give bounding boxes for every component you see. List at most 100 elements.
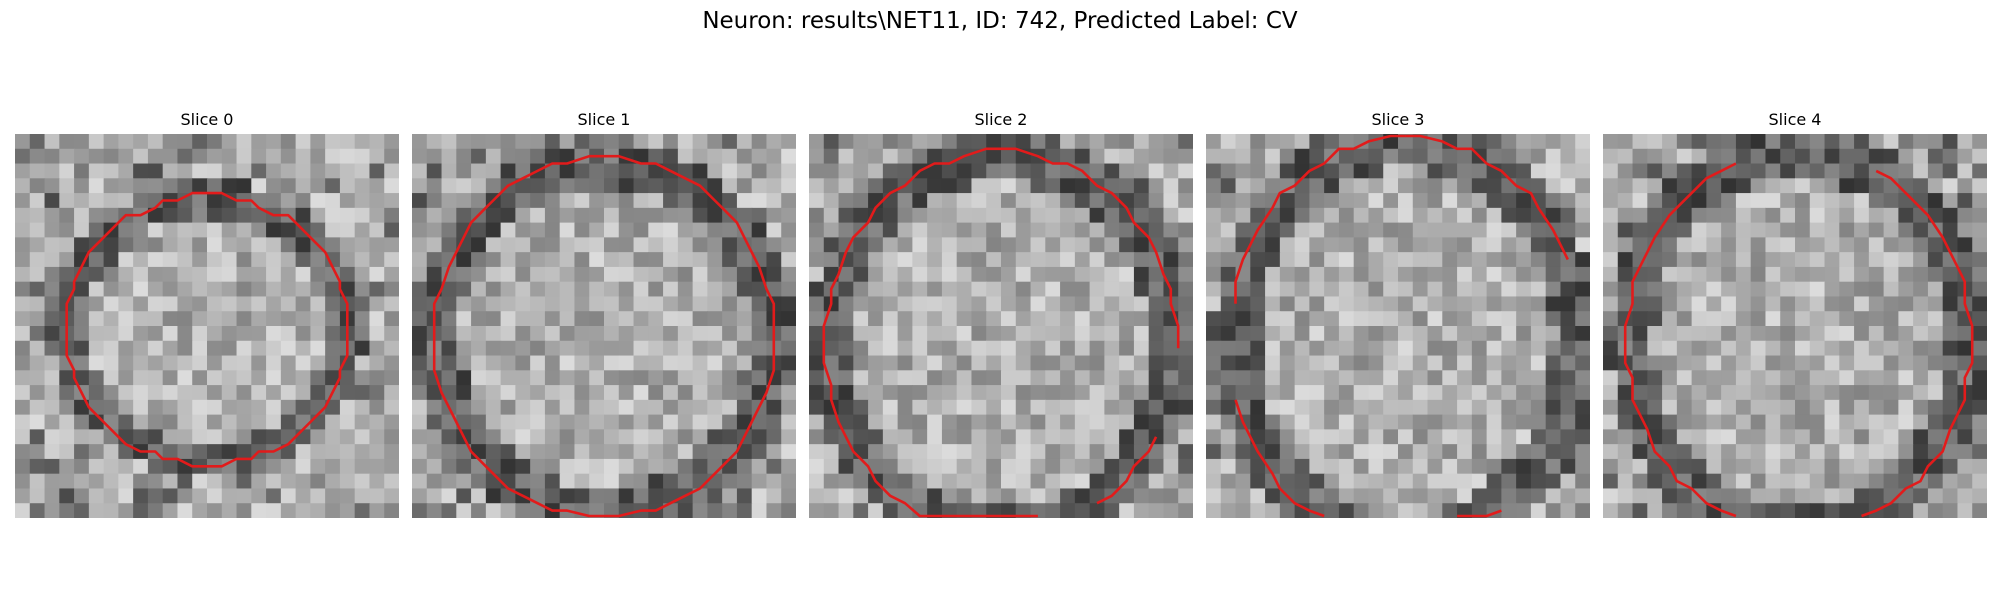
pixel bbox=[781, 444, 796, 460]
pixel bbox=[1324, 473, 1340, 490]
pixel bbox=[1780, 178, 1796, 194]
pixel bbox=[1442, 163, 1458, 179]
pixel bbox=[1972, 193, 1987, 209]
pixel bbox=[1795, 488, 1811, 504]
pixel bbox=[1412, 252, 1429, 268]
pixel bbox=[1015, 503, 1032, 518]
pixel bbox=[1178, 252, 1193, 268]
pixel bbox=[1530, 252, 1547, 268]
pixel bbox=[1119, 252, 1135, 268]
pixel bbox=[280, 414, 297, 430]
pixel bbox=[544, 148, 561, 165]
pixel bbox=[1575, 326, 1590, 342]
pixel bbox=[1898, 193, 1914, 209]
pixel bbox=[1279, 252, 1296, 268]
pixel bbox=[1706, 207, 1722, 224]
pixel bbox=[692, 414, 708, 430]
pixel bbox=[1501, 237, 1517, 253]
pixel bbox=[604, 473, 620, 490]
pixel bbox=[1662, 385, 1678, 401]
pixel bbox=[956, 252, 973, 268]
pixel bbox=[251, 134, 267, 150]
pixel bbox=[266, 266, 282, 283]
pixel bbox=[192, 414, 208, 430]
pixel bbox=[1486, 266, 1502, 283]
pixel bbox=[1074, 429, 1091, 445]
pixel bbox=[88, 340, 105, 357]
pixel bbox=[1089, 473, 1105, 490]
pixel bbox=[1133, 178, 1150, 194]
pixel bbox=[1250, 326, 1266, 342]
pixel bbox=[1383, 148, 1399, 165]
pixel bbox=[325, 414, 341, 430]
pixel bbox=[74, 178, 90, 194]
pixel bbox=[118, 222, 134, 238]
pixel bbox=[1074, 385, 1091, 401]
pixel bbox=[1383, 296, 1399, 312]
pixel bbox=[1089, 429, 1105, 445]
pixel bbox=[1457, 385, 1473, 401]
pixel bbox=[1913, 237, 1929, 253]
pixel bbox=[1617, 193, 1634, 209]
pixel bbox=[1795, 281, 1811, 298]
pixel bbox=[1045, 296, 1061, 312]
pixel bbox=[1721, 281, 1737, 298]
pixel bbox=[736, 355, 753, 371]
pixel bbox=[823, 429, 840, 445]
pixel bbox=[1412, 266, 1429, 283]
pixel bbox=[1074, 399, 1091, 416]
pixel bbox=[500, 399, 516, 416]
pixel bbox=[838, 207, 854, 224]
pixel bbox=[1074, 207, 1091, 224]
pixel bbox=[1471, 193, 1488, 209]
pixel bbox=[295, 399, 311, 416]
pixel bbox=[1560, 266, 1576, 283]
pixel bbox=[766, 458, 782, 475]
pixel bbox=[633, 193, 649, 209]
pixel bbox=[1309, 207, 1325, 224]
pixel bbox=[1235, 207, 1251, 224]
pixel bbox=[1647, 148, 1663, 165]
pixel bbox=[1883, 458, 1899, 475]
pixel bbox=[412, 355, 428, 371]
pixel bbox=[103, 178, 119, 194]
pixel bbox=[1780, 399, 1796, 416]
pixel bbox=[1427, 207, 1443, 224]
pixel bbox=[1368, 414, 1384, 430]
pixel bbox=[1163, 163, 1179, 179]
pixel bbox=[1148, 458, 1165, 475]
pixel bbox=[192, 370, 208, 386]
pixel bbox=[1220, 385, 1237, 401]
pixel bbox=[1530, 385, 1547, 401]
pixel bbox=[207, 370, 223, 386]
pixel bbox=[1691, 340, 1707, 357]
pixel bbox=[44, 148, 60, 165]
pixel bbox=[15, 311, 31, 327]
pixel bbox=[574, 252, 590, 268]
pixel bbox=[1617, 444, 1634, 460]
pixel bbox=[1735, 473, 1752, 490]
pixel bbox=[1486, 134, 1502, 150]
pixel bbox=[1309, 385, 1325, 401]
pixel bbox=[177, 178, 193, 194]
pixel bbox=[1957, 488, 1973, 504]
pixel bbox=[1133, 252, 1150, 268]
pixel bbox=[74, 266, 90, 283]
pixel bbox=[1706, 266, 1722, 283]
pixel bbox=[633, 148, 649, 165]
pixel bbox=[1427, 355, 1443, 371]
pixel bbox=[1765, 207, 1781, 224]
pixel bbox=[1603, 340, 1619, 357]
pixel bbox=[941, 281, 958, 298]
pixel bbox=[1383, 311, 1399, 327]
pixel bbox=[1309, 222, 1325, 238]
pixel bbox=[515, 355, 531, 371]
pixel bbox=[15, 399, 31, 416]
pixel bbox=[1575, 385, 1590, 401]
pixel bbox=[1560, 458, 1576, 475]
pixel bbox=[1045, 252, 1061, 268]
pixel bbox=[471, 385, 487, 401]
pixel bbox=[1457, 355, 1473, 371]
pixel bbox=[1560, 473, 1576, 490]
pixel bbox=[1089, 503, 1105, 518]
